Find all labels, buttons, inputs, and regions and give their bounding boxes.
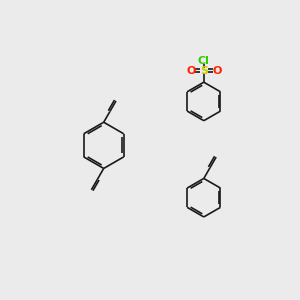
Text: O: O [212, 66, 222, 76]
Text: O: O [186, 66, 195, 76]
Text: Cl: Cl [198, 56, 210, 66]
Text: S: S [200, 66, 208, 76]
